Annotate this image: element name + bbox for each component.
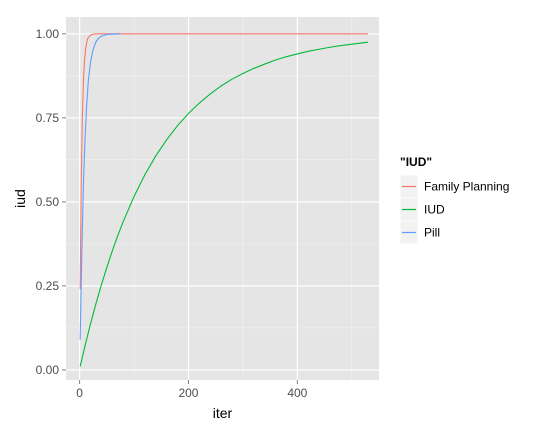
legend-label-iud: IUD <box>424 203 445 217</box>
x-tick-label: 200 <box>178 386 198 400</box>
legend-label-pill: Pill <box>424 226 440 240</box>
y-axis-ticks: 0.00 0.25 0.50 0.75 1.00 <box>36 27 66 377</box>
grid-major <box>66 17 379 380</box>
x-tick-label: 0 <box>76 386 83 400</box>
y-tick-label: 0.75 <box>36 111 60 125</box>
series-line-family-planning <box>79 33 369 290</box>
y-tick-label: 0.25 <box>36 279 60 293</box>
legend: Family Planning IUD Pill <box>399 174 509 245</box>
x-tick-label: 400 <box>287 386 307 400</box>
y-tick-label: 0.50 <box>36 195 60 209</box>
legend-title: "IUD" <box>400 155 432 169</box>
legend-label-family-planning: Family Planning <box>424 180 509 194</box>
y-axis-title: iud <box>12 189 28 208</box>
series-line-pill <box>79 33 121 340</box>
x-axis-ticks: 0 200 400 <box>76 380 308 400</box>
grid-minor <box>66 17 379 380</box>
y-tick-label: 1.00 <box>36 27 60 41</box>
y-tick-label: 0.00 <box>36 363 60 377</box>
series-lines <box>79 33 369 367</box>
plot-panel <box>66 17 379 380</box>
x-axis-title: iter <box>213 405 233 421</box>
series-line-iud <box>79 41 369 367</box>
